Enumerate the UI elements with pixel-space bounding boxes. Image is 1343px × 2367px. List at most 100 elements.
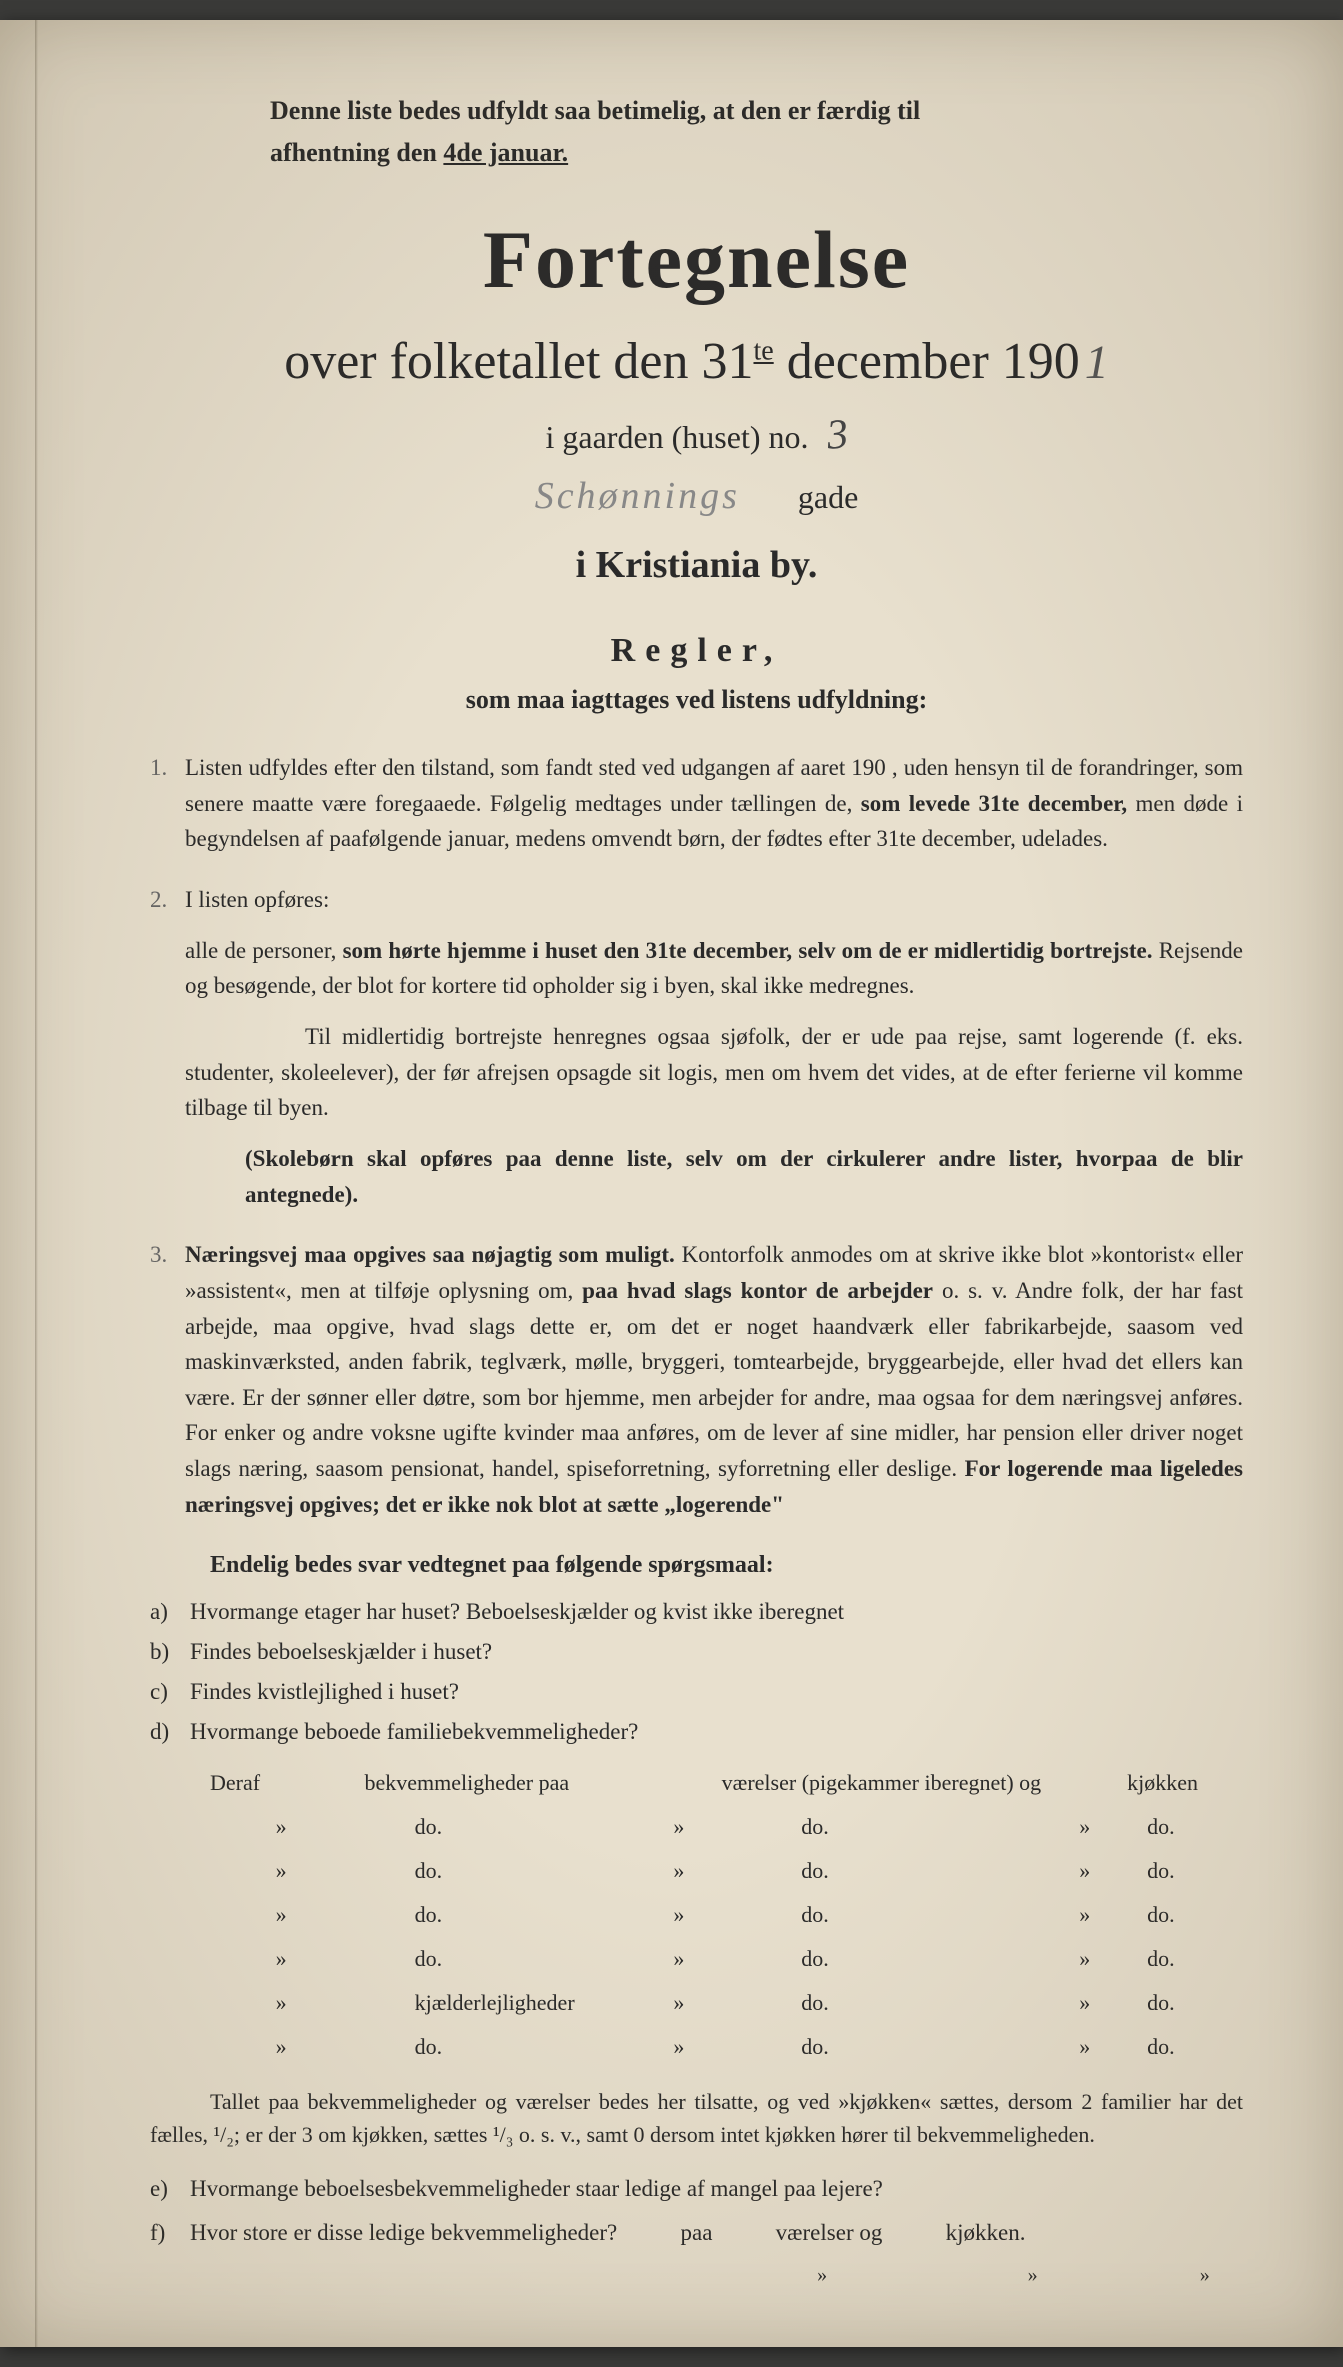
tc-bekv: do. — [365, 2034, 674, 2060]
facilities-table: Deraf bekvemmeligheder paa værelser (pig… — [150, 1770, 1243, 2060]
ditto-mark: » — [1166, 2264, 1243, 2287]
rule-number: 2. — [150, 882, 185, 1212]
th-deraf: Deraf — [210, 1770, 316, 1796]
rule-text: alle de personer, — [185, 938, 343, 963]
gaard-line: i gaarden (huset) no. 3 — [150, 411, 1243, 459]
tc-kjok: do. — [1127, 1902, 1243, 1928]
question-a: a) Hvormange etager har huset? Beboelses… — [150, 1599, 1243, 1625]
rule-subpara-bold: (Skolebørn skal opføres paa denne liste,… — [185, 1141, 1243, 1212]
rule-content: Næringsvej maa opgives saa nøjagtig som … — [185, 1237, 1243, 1522]
q-text-part: Hvormange — [190, 1719, 304, 1744]
table-header: Deraf bekvemmeligheder paa værelser (pig… — [150, 1770, 1243, 1796]
tc-vaer: do. — [721, 1858, 1079, 1884]
questions-heading: Endelig bedes svar vedtegnet paa følgend… — [150, 1552, 1243, 1579]
q-bold: beboede — [304, 1719, 381, 1744]
table-row: »do.»do.»do. — [150, 1858, 1243, 1884]
question-d: d) Hvormange beboede familiebekvemmeligh… — [150, 1719, 1243, 1745]
tc-vaer: do. — [721, 1946, 1079, 1972]
regler-title: Regler, — [150, 632, 1243, 670]
table-body: »do.»do.»do.»do.»do.»do.»do.»do.»do.»do.… — [150, 1814, 1243, 2060]
rule-number: 1. — [150, 750, 185, 857]
table-row: »do.»do.»do. — [150, 1946, 1243, 1972]
question-text: Hvor store er disse ledige bekvemmelighe… — [190, 2220, 1243, 2246]
tc-bekv: do. — [365, 1858, 674, 1884]
question-b: b) Findes beboelseskjælder i huset? — [150, 1639, 1243, 1665]
question-text: Findes beboelseskjælder i huset? — [190, 1639, 1243, 1665]
tc-ditto: » — [210, 1858, 317, 1884]
q-bold: ikke iberegnet — [713, 1599, 844, 1624]
tc-vaer: do. — [721, 1902, 1079, 1928]
th-blank — [316, 1770, 364, 1796]
rule-2: 2. I listen opføres: alle de personer, s… — [150, 882, 1243, 1212]
rule-bold: paa hvad slags kontor de arbejder — [582, 1278, 933, 1303]
question-letter: d) — [150, 1719, 190, 1745]
rule-text: o. s. v. Andre folk, der har fast arbejd… — [185, 1278, 1243, 1481]
ditto-mark: » — [994, 2264, 1071, 2287]
th-vaer: værelser (pigekammer iberegnet) og — [722, 1770, 1079, 1796]
city-line: i Kristiania by. — [150, 543, 1243, 587]
question-letter: a) — [150, 1599, 190, 1625]
question-e: e) Hvormange beboelsesbekvemmeligheder s… — [150, 2176, 1243, 2202]
gade-line: Schønnings gade — [150, 474, 1243, 518]
gaard-text: i gaarden (huset) no. — [545, 419, 808, 455]
table-row: »kjælderlejligheder»do.»do. — [150, 1990, 1243, 2016]
question-f: f) Hvor store er disse ledige bekvemmeli… — [150, 2220, 1243, 2246]
question-c: c) Findes kvistlejlighed i huset? — [150, 1679, 1243, 1705]
rule-content: Listen udfyldes efter den tilstand, som … — [185, 750, 1243, 857]
rule-1: 1. Listen udfyldes efter den tilstand, s… — [150, 750, 1243, 857]
rule-bold: Næringsvej maa opgives saa nøjagtig som … — [185, 1242, 675, 1267]
tc-bekv: kjælderlejligheder — [365, 1990, 674, 2016]
tc-bekv: do. — [365, 1946, 674, 1972]
question-letter: f) — [150, 2220, 190, 2246]
gade-suffix: gade — [798, 479, 858, 515]
question-letter: b) — [150, 1639, 190, 1665]
subtitle-prefix: over folketallet den 31 — [284, 333, 753, 390]
rule-subpara: alle de personer, som hørte hjemme i hus… — [185, 933, 1243, 1004]
q-text-part: familiebekvemmeligheder? — [381, 1719, 638, 1744]
tc-vaer: do. — [721, 1814, 1079, 1840]
tc-kjok: do. — [1127, 1990, 1243, 2016]
rule-subpara: Til midlertidig bortrejste henregnes ogs… — [185, 1019, 1243, 1126]
handwritten-year: 1 — [1085, 336, 1109, 389]
q-text-part: Hvor store er disse ledige bekvemmelighe… — [190, 2220, 617, 2245]
th-kjok: kjøkken — [1127, 1770, 1243, 1796]
rule-content: I listen opføres: alle de personer, som … — [185, 882, 1243, 1212]
rule-bold: som hørte hjemme i huset den 31te decemb… — [343, 938, 1153, 963]
subtitle-suffix: december 190 — [774, 333, 1080, 390]
q-text-part: Hvormange — [190, 1599, 304, 1624]
tc-ditto: » — [210, 1990, 317, 2016]
vertical-margin-note: Man anmodes om at gjennemlæse og nøje at… — [65, 0, 1343, 300]
footer-paragraph: Tallet paa bekvemmeligheder og værelser … — [150, 2085, 1243, 2151]
rule-3: 3. Næringsvej maa opgives saa nøjagtig s… — [150, 1237, 1243, 1522]
th-blank — [1079, 1770, 1127, 1796]
ordinal-suffix: te — [753, 336, 773, 367]
tc-ditto: » — [210, 2034, 317, 2060]
tc-kjok: do. — [1127, 1946, 1243, 1972]
tc-ditto: » — [210, 1946, 317, 1972]
table-row: »do.»do.»do. — [150, 2034, 1243, 2060]
regler-subtitle: som maa iagttages ved listens udfyldning… — [150, 685, 1243, 715]
tc-vaer: do. — [721, 2034, 1079, 2060]
tc-bekv: do. — [365, 1902, 674, 1928]
tc-ditto: » — [210, 1814, 317, 1840]
tc-ditto: » — [210, 1902, 317, 1928]
th-blank — [673, 1770, 721, 1796]
rule-bold: som levede 31te december, — [861, 791, 1127, 816]
question-text: Hvormange beboede familiebekvemmelighede… — [190, 1719, 1243, 1745]
question-letter: c) — [150, 1679, 190, 1705]
th-bekv: bekvemmeligheder paa — [364, 1770, 673, 1796]
ditto-row: » » » — [150, 2264, 1243, 2287]
q-text-part: har huset? Beboelseskjælder og kvist — [361, 1599, 714, 1624]
question-letter: e) — [150, 2176, 190, 2202]
subtitle: over folketallet den 31te december 1901 — [150, 332, 1243, 391]
q-bold: etager — [304, 1599, 360, 1624]
rule-text: I listen opføres: — [185, 887, 329, 912]
document-page: Man anmodes om at gjennemlæse og nøje at… — [0, 20, 1343, 2347]
tc-kjok: do. — [1127, 1814, 1243, 1840]
tc-kjok: do. — [1127, 2034, 1243, 2060]
table-row: »do.»do.»do. — [150, 1814, 1243, 1840]
table-row: »do.»do.»do. — [150, 1902, 1243, 1928]
question-text: Findes kvistlejlighed i huset? — [190, 1679, 1243, 1705]
q-spacer: paa værelser og kjøkken. — [623, 2220, 1025, 2245]
rules-list: 1. Listen udfyldes efter den tilstand, s… — [150, 750, 1243, 1522]
